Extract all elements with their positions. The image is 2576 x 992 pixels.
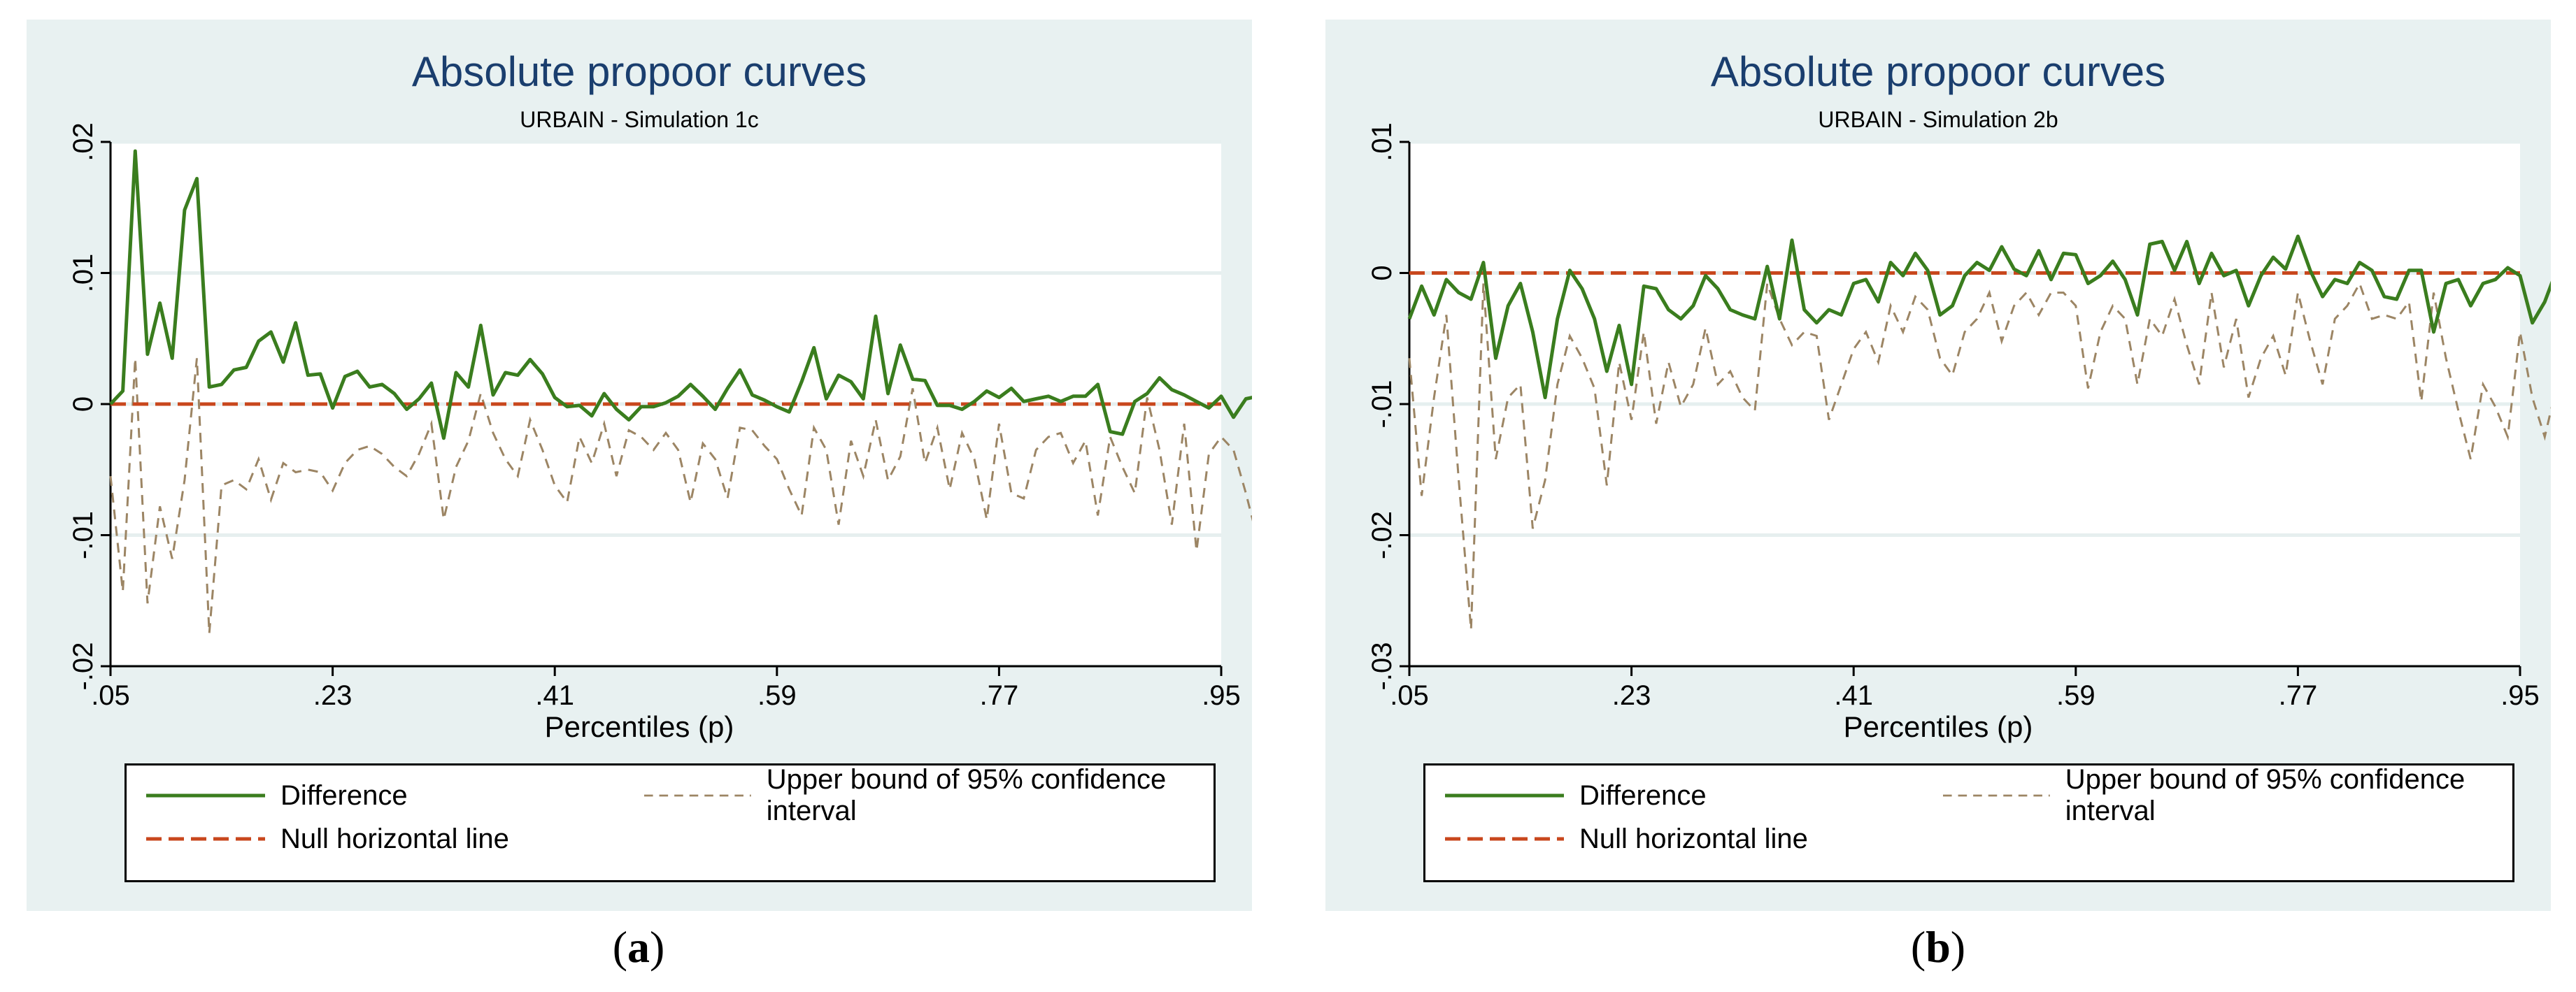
legend-upper-bound-label: Upper bound of 95% confidence interval (2065, 764, 2465, 826)
caption-a: (a) (569, 921, 709, 973)
chart-b-xtick-label: .41 (1834, 680, 1873, 711)
legend-null-line-label: Null horizontal line (280, 823, 509, 854)
chart-b-subtitle: URBAIN - Simulation 2b (1818, 107, 2058, 132)
chart-a-ytick-label: -.01 (68, 511, 99, 559)
chart-b-series-upper-bound (1408, 280, 2551, 630)
legend-upper-bound: Upper bound of 95% confidence interval (644, 764, 1214, 826)
chart-a-ytick-label: 0 (68, 396, 99, 412)
caption-b: (b) (1868, 921, 2008, 973)
caption-b-letter: b (1926, 922, 1951, 972)
chart-b-plot: -.03 -.02 -.01 0 .01 .05 .23 .41 .59 .77 .95 (1367, 122, 2551, 711)
legend-difference-swatch (1445, 793, 1564, 798)
chart-b-xtick-label: .23 (1612, 680, 1651, 711)
chart-b-legend: Difference Upper bound of 95% confidence… (1423, 763, 2514, 882)
chart-b-xlabel: Percentiles (p) (1843, 710, 2033, 743)
chart-b-ytick-label: .01 (1367, 122, 1397, 161)
legend-difference: Difference (1445, 778, 1707, 813)
chart-a-title: Absolute propoor curves (411, 48, 867, 95)
chart-a-series-upper-bound (109, 358, 1252, 634)
chart-b-xtick-label: .05 (1390, 680, 1429, 711)
legend-difference-label: Difference (280, 779, 408, 811)
caption-a-close: ) (650, 922, 665, 972)
chart-a-ytick-label: -.02 (68, 642, 99, 691)
chart-b-xtick-label: .95 (2500, 680, 2540, 711)
caption-a-letter: a (627, 922, 650, 972)
chart-a-xtick-label: .77 (980, 680, 1019, 711)
chart-b-xtick-label: .77 (2279, 680, 2318, 711)
chart-a-xlabel: Percentiles (p) (544, 710, 734, 743)
chart-panel-a: -.02 -.01 0 .01 .02 .05 .23 .41 .59 .77 .95 Absolu… (27, 20, 1252, 911)
legend-null-line: Null horizontal line (146, 821, 509, 856)
chart-b-title: Absolute propoor curves (1710, 48, 2166, 95)
legend-upper-bound-label: Upper bound of 95% confidence interval (766, 764, 1167, 826)
caption-b-close: ) (1950, 922, 1966, 972)
chart-b-ytick-label: -.02 (1367, 511, 1397, 559)
chart-a-series-difference (109, 149, 1252, 440)
chart-a-subtitle: URBAIN - Simulation 1c (520, 107, 759, 132)
chart-b-xtick-label: .59 (2056, 680, 2095, 711)
legend-difference: Difference (146, 778, 408, 813)
chart-a-xtick-label: .23 (313, 680, 353, 711)
chart-panel-b: -.03 -.02 -.01 0 .01 .05 .23 .41 .59 .77 .95 Absol… (1325, 20, 2551, 911)
legend-null-line: Null horizontal line (1445, 821, 1808, 856)
legend-upper-bound-swatch (644, 794, 751, 797)
chart-a-xtick-label: .95 (1202, 680, 1241, 711)
legend-upper-bound-swatch (1943, 794, 2050, 797)
legend-difference-label: Difference (1579, 779, 1707, 811)
legend-upper-bound: Upper bound of 95% confidence interval (1943, 764, 2512, 826)
chart-a-legend: Difference Upper bound of 95% confidence… (124, 763, 1216, 882)
legend-null-line-swatch (1445, 837, 1564, 841)
chart-b-series-difference (1407, 234, 2551, 400)
legend-null-line-swatch (146, 837, 265, 841)
chart-b-ytick-label: -.01 (1367, 380, 1397, 429)
legend-null-line-label: Null horizontal line (1579, 823, 1808, 854)
chart-a-ytick-label: .02 (68, 122, 99, 161)
caption-b-open: ( (1910, 922, 1926, 972)
chart-b-ytick-label: 0 (1367, 265, 1397, 280)
chart-a-xtick-label: .05 (91, 680, 130, 711)
chart-a-xtick-label: .59 (757, 680, 797, 711)
legend-difference-swatch (146, 793, 265, 798)
caption-a-open: ( (612, 922, 627, 972)
chart-a-xtick-label: .41 (535, 680, 574, 711)
chart-a-plot: -.02 -.01 0 .01 .02 .05 .23 .41 .59 .77 .95 (68, 122, 1252, 711)
chart-a-ytick-label: .01 (68, 254, 99, 293)
chart-b-ytick-label: -.03 (1367, 642, 1397, 691)
